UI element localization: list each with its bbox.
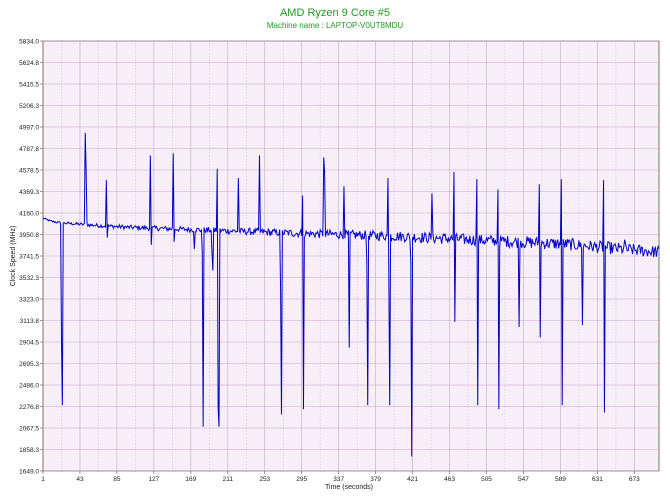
x-tick-label: 673 — [629, 476, 640, 483]
y-tick-label: 1649.0 — [19, 468, 39, 475]
y-tick-label: 5624.8 — [19, 60, 39, 67]
y-tick-label: 3950.8 — [19, 232, 39, 239]
y-tick-label: 2067.5 — [19, 425, 39, 432]
x-tick-label: 1 — [41, 476, 45, 483]
x-tick-label: 211 — [223, 476, 234, 483]
y-tick-label: 4578.5 — [19, 167, 39, 174]
y-tick-label: 3532.3 — [19, 275, 39, 282]
x-tick-label: 295 — [296, 476, 307, 483]
y-tick-label: 4160.0 — [19, 210, 39, 217]
gridlines — [43, 40, 659, 472]
x-axis-label: Time (seconds) — [325, 484, 373, 491]
y-tick-label: 2695.3 — [19, 361, 39, 368]
x-tick-label: 43 — [76, 476, 84, 483]
y-tick-label: 4787.8 — [19, 146, 39, 153]
chart-subtitle: Machine name : LAPTOP-V0UT8MDU — [267, 21, 404, 30]
x-tick-label: 127 — [148, 476, 159, 483]
y-tick-label: 2276.8 — [19, 404, 39, 411]
y-tick-label: 2904.5 — [19, 339, 39, 346]
x-tick-label: 379 — [370, 476, 381, 483]
y-tick-label: 4997.0 — [19, 124, 39, 131]
x-tick-label: 631 — [592, 476, 603, 483]
y-tick-label: 1858.3 — [19, 447, 39, 454]
y-tick-label: 5415.5 — [19, 81, 39, 88]
y-tick-label: 3113.8 — [20, 318, 40, 325]
x-axis-ticks: 1 43 85 127 169 211 253 295 337 379 421 463 505 547 58… — [41, 471, 640, 483]
chart-title: AMD Ryzen 9 Core #5 — [280, 7, 390, 19]
x-tick-label: 505 — [481, 476, 492, 483]
x-tick-label: 463 — [444, 476, 455, 483]
clock-speed-line — [42, 132, 660, 457]
y-tick-label: 4369.3 — [19, 189, 39, 196]
x-tick-label: 85 — [113, 476, 121, 483]
y-tick-label: 3741.5 — [19, 253, 39, 260]
y-axis-ticks: 5834.0 5624.8 5415.5 5206.3 4997.0 4787.8 4578… — [19, 38, 43, 475]
x-tick-label: 253 — [259, 476, 270, 483]
y-tick-label: 5206.3 — [19, 103, 39, 110]
y-tick-label: 2486.0 — [19, 382, 39, 389]
x-tick-label: 589 — [555, 476, 566, 483]
x-tick-label: 421 — [407, 476, 418, 483]
y-axis-label: Clock Speed (MHz) — [10, 226, 17, 287]
y-tick-label: 3323.0 — [19, 296, 39, 303]
x-tick-label: 169 — [185, 476, 196, 483]
x-tick-label: 337 — [333, 476, 344, 483]
y-tick-label: 5834.0 — [19, 38, 39, 45]
x-tick-label: 547 — [518, 476, 529, 483]
